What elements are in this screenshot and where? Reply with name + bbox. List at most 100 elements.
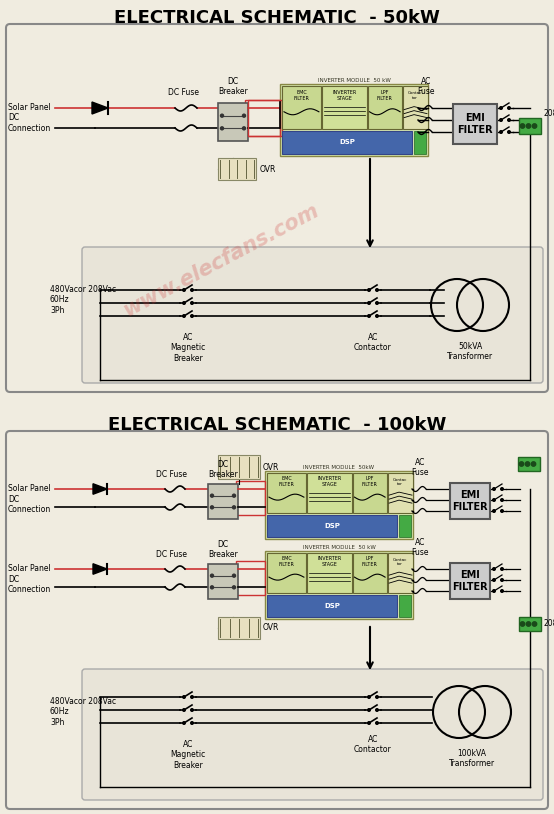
Circle shape [191,302,193,304]
Circle shape [520,622,525,626]
Circle shape [376,315,378,317]
Text: DC
Breaker: DC Breaker [218,77,248,96]
Text: OVR: OVR [263,624,279,632]
Text: DC
Breaker: DC Breaker [208,540,238,559]
FancyBboxPatch shape [6,431,548,809]
Text: INVERTER MODULE  50 kW: INVERTER MODULE 50 kW [317,78,391,83]
FancyBboxPatch shape [519,617,541,631]
Circle shape [211,586,213,589]
Circle shape [501,488,503,490]
FancyBboxPatch shape [414,131,426,154]
FancyBboxPatch shape [267,595,397,617]
Circle shape [376,696,378,698]
Circle shape [532,124,537,128]
Circle shape [183,289,185,291]
Text: EMI
FILTER: EMI FILTER [452,570,488,592]
Circle shape [191,696,193,698]
FancyBboxPatch shape [282,131,412,154]
Text: INVERTER
STAGE: INVERTER STAGE [317,557,341,567]
Circle shape [501,510,503,512]
Text: OVR: OVR [263,462,279,471]
Text: INVERTER
STAGE: INVERTER STAGE [317,476,341,488]
Text: ELECTRICAL SCHEMATIC  - 50kW: ELECTRICAL SCHEMATIC - 50kW [114,9,440,27]
Circle shape [233,586,235,589]
Circle shape [220,127,223,130]
Polygon shape [92,102,108,114]
Text: OVR: OVR [260,164,276,173]
Text: 50kVA
Transformer: 50kVA Transformer [447,342,493,361]
Circle shape [211,574,213,577]
Text: 100kVA
Transformer: 100kVA Transformer [449,749,495,768]
Polygon shape [93,484,107,494]
Circle shape [233,494,235,497]
Circle shape [211,505,213,509]
FancyBboxPatch shape [388,553,413,593]
FancyBboxPatch shape [519,118,541,134]
Circle shape [525,462,530,466]
Text: Solar Panel
DC
Connection: Solar Panel DC Connection [8,484,52,514]
FancyBboxPatch shape [82,247,543,383]
Text: AC
Fuse: AC Fuse [417,77,435,96]
FancyBboxPatch shape [403,86,428,129]
Text: 208Vac: 208Vac [543,619,554,628]
Text: AC
Magnetic
Breaker: AC Magnetic Breaker [171,740,206,770]
Circle shape [519,462,524,466]
FancyBboxPatch shape [6,24,548,392]
Circle shape [531,462,536,466]
Circle shape [376,289,378,291]
Circle shape [368,709,370,711]
Circle shape [233,574,235,577]
Circle shape [183,722,185,724]
Circle shape [501,589,503,593]
Circle shape [526,622,531,626]
FancyBboxPatch shape [307,553,352,593]
Circle shape [532,622,537,626]
FancyBboxPatch shape [280,84,428,156]
Text: AC
Fuse: AC Fuse [411,537,429,557]
FancyBboxPatch shape [267,515,397,537]
Polygon shape [93,564,107,574]
Circle shape [526,124,531,128]
Text: DC Fuse: DC Fuse [156,550,187,559]
Text: AC
Contactor: AC Contactor [354,735,392,755]
Text: AC
Fuse: AC Fuse [411,457,429,477]
Text: EMC
FILTER: EMC FILTER [279,557,294,567]
Circle shape [183,315,185,317]
FancyBboxPatch shape [265,551,413,619]
Text: LPF
FILTER: LPF FILTER [377,90,393,101]
Text: 208Vac: 208Vac [543,110,554,119]
FancyBboxPatch shape [267,553,306,593]
Text: Solar Panel
DC
Connection: Solar Panel DC Connection [8,103,52,133]
Circle shape [191,315,193,317]
FancyBboxPatch shape [453,104,497,144]
Circle shape [233,505,235,509]
FancyBboxPatch shape [265,471,413,539]
FancyBboxPatch shape [208,564,238,599]
FancyBboxPatch shape [352,553,387,593]
Text: INVERTER MODULE  50kW: INVERTER MODULE 50kW [304,465,375,470]
Text: DSP: DSP [324,523,340,529]
FancyBboxPatch shape [322,86,367,129]
Circle shape [191,289,193,291]
Text: EMI
FILTER: EMI FILTER [452,490,488,512]
FancyBboxPatch shape [307,473,352,514]
FancyBboxPatch shape [367,86,402,129]
Circle shape [500,107,502,109]
Text: DC Fuse: DC Fuse [167,88,198,97]
Circle shape [500,119,502,121]
Circle shape [368,722,370,724]
Circle shape [191,709,193,711]
Text: INVERTER MODULE  50 kW: INVERTER MODULE 50 kW [302,545,376,550]
Circle shape [500,131,502,133]
Circle shape [507,107,510,109]
Text: INVERTER
STAGE: INVERTER STAGE [332,90,356,101]
Circle shape [376,722,378,724]
Circle shape [220,114,223,117]
FancyBboxPatch shape [218,455,260,479]
FancyBboxPatch shape [282,86,321,129]
Text: AC
Contactor: AC Contactor [354,333,392,352]
Circle shape [507,119,510,121]
Circle shape [501,579,503,581]
Circle shape [183,302,185,304]
Circle shape [243,114,245,117]
